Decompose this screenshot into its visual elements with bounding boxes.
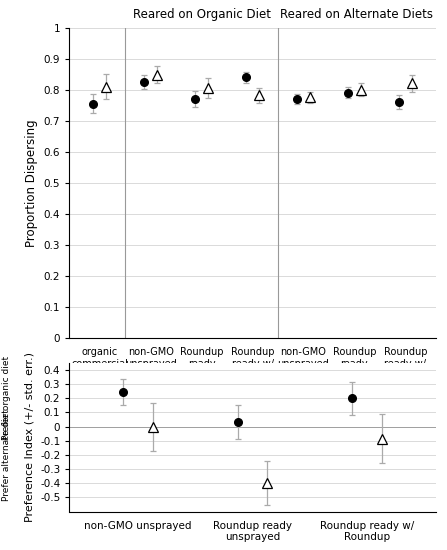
Text: Prefer alternate diet: Prefer alternate diet [3, 409, 12, 501]
Text: Reared on Organic Diet: Reared on Organic Diet [133, 8, 270, 21]
Y-axis label: Proportion Dispersing: Proportion Dispersing [25, 119, 38, 247]
Y-axis label: Preference Index (+/- std. err.): Preference Index (+/- std. err.) [25, 352, 34, 522]
Text: Prefer organic diet: Prefer organic diet [3, 356, 12, 441]
Text: (a): (a) [243, 425, 262, 439]
Text: Reared on Alternate Diets: Reared on Alternate Diets [280, 8, 434, 21]
